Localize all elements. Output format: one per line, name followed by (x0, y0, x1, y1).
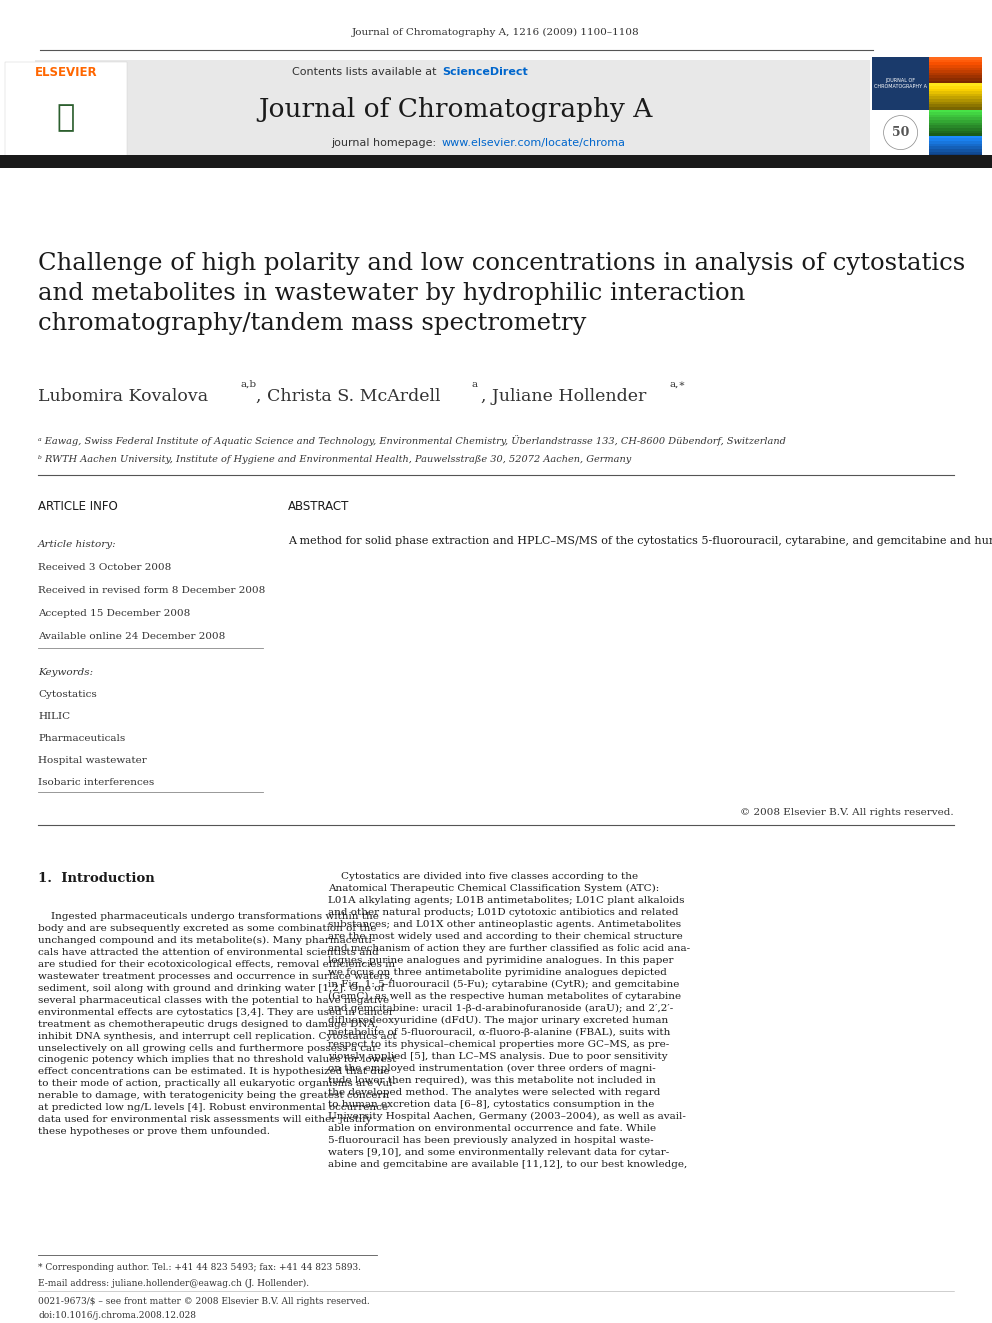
FancyBboxPatch shape (930, 57, 982, 60)
Text: Cytostatics are divided into five classes according to the
Anatomical Therapeuti: Cytostatics are divided into five classe… (328, 872, 690, 1170)
FancyBboxPatch shape (930, 107, 982, 110)
FancyBboxPatch shape (930, 70, 982, 73)
FancyBboxPatch shape (5, 62, 127, 161)
FancyBboxPatch shape (930, 75, 982, 78)
FancyBboxPatch shape (930, 110, 982, 112)
Text: Ingested pharmaceuticals undergo transformations within the
body and are subsequ: Ingested pharmaceuticals undergo transfo… (38, 912, 397, 1136)
Text: © 2008 Elsevier B.V. All rights reserved.: © 2008 Elsevier B.V. All rights reserved… (740, 808, 954, 818)
FancyBboxPatch shape (930, 86, 982, 89)
FancyBboxPatch shape (930, 126, 982, 128)
Text: Pharmaceuticals: Pharmaceuticals (38, 734, 125, 744)
Text: * Corresponding author. Tel.: +41 44 823 5493; fax: +41 44 823 5893.: * Corresponding author. Tel.: +41 44 823… (38, 1263, 361, 1271)
Text: Contents lists available at: Contents lists available at (292, 67, 440, 77)
Text: Hospital wastewater: Hospital wastewater (38, 755, 147, 765)
Text: doi:10.1016/j.chroma.2008.12.028: doi:10.1016/j.chroma.2008.12.028 (38, 1311, 196, 1320)
FancyBboxPatch shape (930, 153, 982, 156)
Text: Lubomira Kovalova: Lubomira Kovalova (38, 388, 208, 405)
Text: Article history:: Article history: (38, 540, 117, 549)
Text: a,b: a,b (240, 380, 256, 389)
FancyBboxPatch shape (930, 105, 982, 107)
Text: E-mail address: juliane.hollender@eawag.ch (J. Hollender).: E-mail address: juliane.hollender@eawag.… (38, 1279, 310, 1289)
FancyBboxPatch shape (930, 144, 982, 147)
Text: Available online 24 December 2008: Available online 24 December 2008 (38, 632, 225, 642)
FancyBboxPatch shape (930, 142, 982, 144)
Text: a: a (471, 380, 477, 389)
Text: , Juliane Hollender: , Juliane Hollender (481, 388, 647, 405)
FancyBboxPatch shape (872, 57, 930, 110)
Text: Journal of Chromatography A, 1216 (2009) 1100–1108: Journal of Chromatography A, 1216 (2009)… (352, 28, 640, 37)
Text: Challenge of high polarity and low concentrations in analysis of cytostatics
and: Challenge of high polarity and low conce… (38, 251, 965, 336)
Text: ᵇ RWTH Aachen University, Institute of Hygiene and Environmental Health, Pauwels: ᵇ RWTH Aachen University, Institute of H… (38, 455, 631, 464)
FancyBboxPatch shape (930, 115, 982, 118)
Text: Keywords:: Keywords: (38, 668, 93, 677)
Text: 50: 50 (892, 126, 910, 139)
FancyBboxPatch shape (930, 118, 982, 120)
FancyBboxPatch shape (930, 102, 982, 105)
Text: A method for solid phase extraction and HPLC–MS/MS of the cytostatics 5-fluorour: A method for solid phase extraction and … (288, 534, 992, 546)
FancyBboxPatch shape (0, 155, 992, 168)
Text: JOURNAL OF
CHROMATOGRAPHY A: JOURNAL OF CHROMATOGRAPHY A (874, 78, 928, 89)
Text: HILIC: HILIC (38, 712, 70, 721)
Text: 1.  Introduction: 1. Introduction (38, 872, 155, 885)
Text: journal homepage:: journal homepage: (331, 138, 440, 148)
Text: a,∗: a,∗ (669, 380, 685, 389)
Text: ABSTRACT: ABSTRACT (288, 500, 349, 513)
FancyBboxPatch shape (930, 131, 982, 134)
Text: 🌲: 🌲 (57, 103, 75, 132)
Text: Isobaric interferences: Isobaric interferences (38, 778, 154, 787)
Text: Accepted 15 December 2008: Accepted 15 December 2008 (38, 609, 190, 618)
FancyBboxPatch shape (930, 91, 982, 94)
Text: 0021-9673/$ – see front matter © 2008 Elsevier B.V. All rights reserved.: 0021-9673/$ – see front matter © 2008 El… (38, 1297, 370, 1306)
FancyBboxPatch shape (930, 83, 982, 86)
FancyBboxPatch shape (930, 99, 982, 102)
Text: ᵃ Eawag, Swiss Federal Institute of Aquatic Science and Technology, Environmenta: ᵃ Eawag, Swiss Federal Institute of Aqua… (38, 435, 786, 446)
Text: Journal of Chromatography A: Journal of Chromatography A (258, 98, 652, 123)
Text: , Christa S. McArdell: , Christa S. McArdell (256, 388, 440, 405)
FancyBboxPatch shape (930, 73, 982, 75)
FancyBboxPatch shape (930, 81, 982, 83)
Text: ARTICLE INFO: ARTICLE INFO (38, 500, 118, 513)
FancyBboxPatch shape (930, 147, 982, 149)
FancyBboxPatch shape (930, 123, 982, 126)
FancyBboxPatch shape (35, 60, 870, 156)
Text: ELSEVIER: ELSEVIER (35, 66, 97, 78)
FancyBboxPatch shape (930, 112, 982, 115)
FancyBboxPatch shape (930, 97, 982, 99)
FancyBboxPatch shape (930, 62, 982, 65)
Text: Cytostatics: Cytostatics (38, 691, 97, 699)
Circle shape (884, 115, 918, 149)
FancyBboxPatch shape (930, 156, 982, 159)
FancyBboxPatch shape (930, 139, 982, 142)
FancyBboxPatch shape (930, 128, 982, 131)
Text: www.elsevier.com/locate/chroma: www.elsevier.com/locate/chroma (442, 138, 626, 148)
FancyBboxPatch shape (930, 78, 982, 81)
FancyBboxPatch shape (930, 120, 982, 123)
FancyBboxPatch shape (930, 136, 982, 139)
FancyBboxPatch shape (930, 67, 982, 70)
Text: Received in revised form 8 December 2008: Received in revised form 8 December 2008 (38, 586, 265, 595)
FancyBboxPatch shape (930, 89, 982, 91)
FancyBboxPatch shape (930, 134, 982, 136)
FancyBboxPatch shape (930, 149, 982, 152)
Text: Received 3 October 2008: Received 3 October 2008 (38, 564, 172, 572)
FancyBboxPatch shape (930, 94, 982, 97)
Text: ScienceDirect: ScienceDirect (442, 67, 528, 77)
FancyBboxPatch shape (930, 152, 982, 153)
FancyBboxPatch shape (930, 159, 982, 161)
FancyBboxPatch shape (930, 60, 982, 62)
FancyBboxPatch shape (872, 57, 982, 161)
FancyBboxPatch shape (930, 65, 982, 67)
